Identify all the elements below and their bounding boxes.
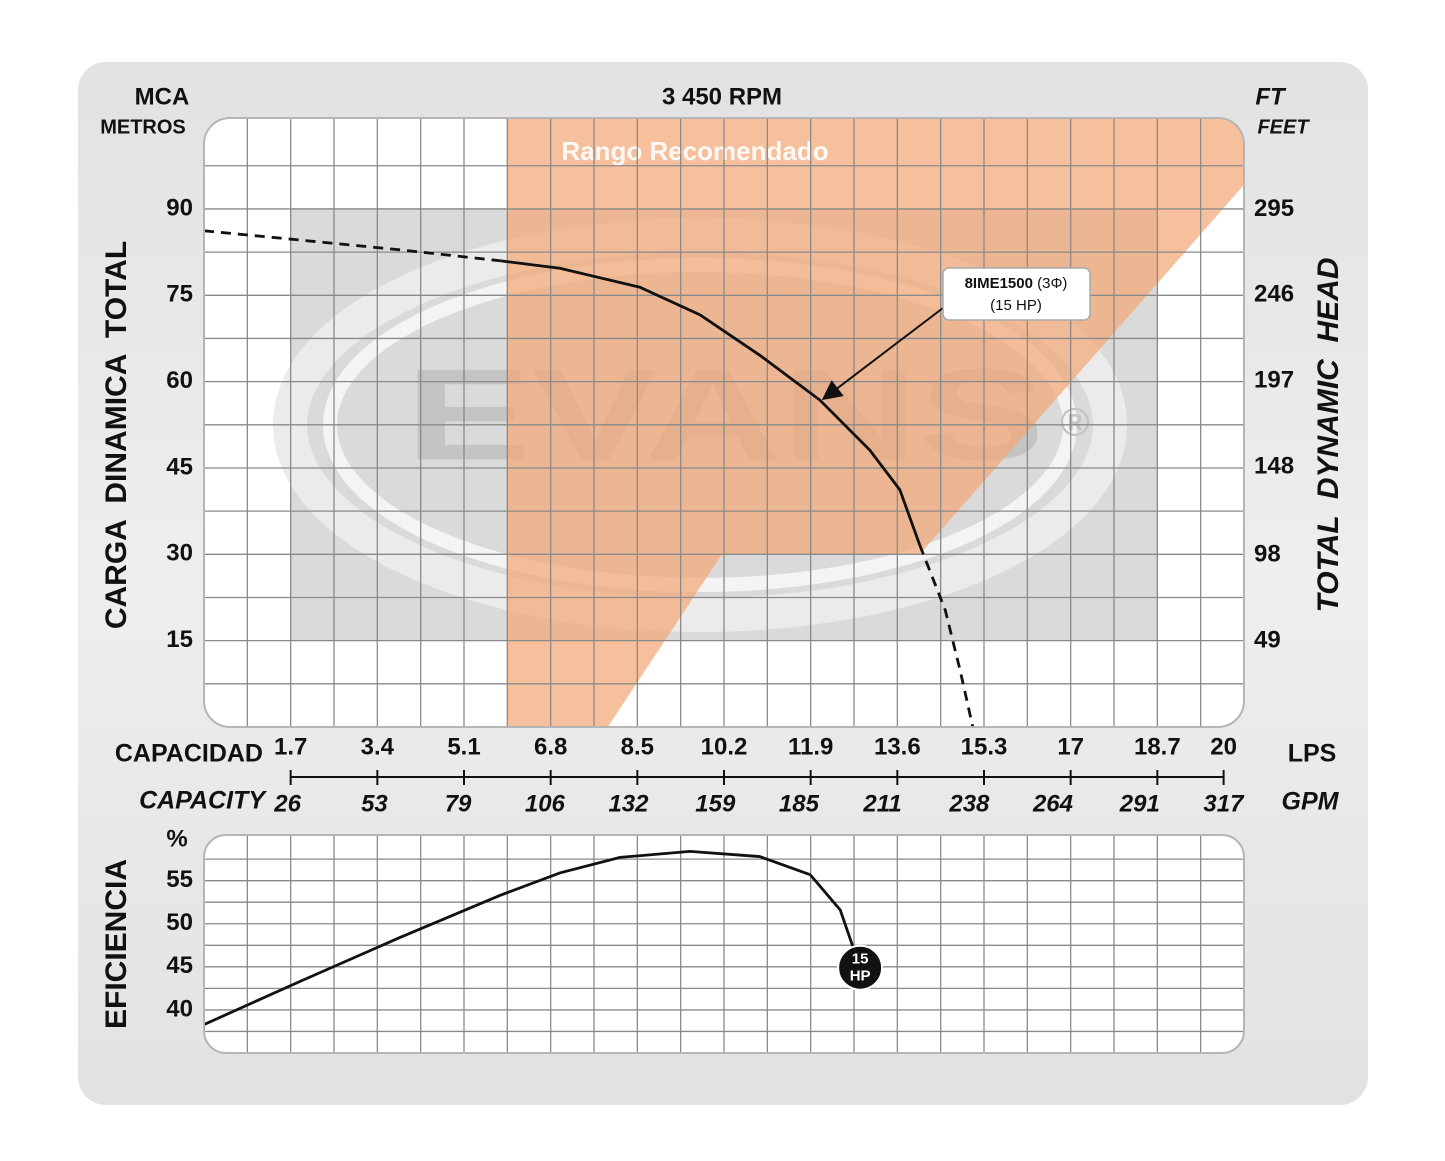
- x2-tick-label: 159: [695, 790, 736, 817]
- plot-border: [203, 117, 1245, 728]
- x-tick-label: 13.6: [874, 733, 921, 760]
- y-unit: %: [166, 825, 187, 852]
- chart-title: 3 450 RPM: [662, 83, 782, 110]
- watermark-mark: ®: [1060, 401, 1089, 445]
- y2-axis-label: TOTAL DYNAMIC HEAD: [1312, 257, 1345, 612]
- y2-unit: FT: [1255, 83, 1287, 110]
- annotation-box: [942, 267, 1091, 321]
- x-axis-label: CAPACIDAD: [115, 740, 263, 768]
- y-tick-label: 40: [166, 995, 193, 1022]
- x2-tick-label: 132: [608, 790, 649, 817]
- curve: [918, 544, 975, 727]
- x2-tick-label: 53: [361, 790, 388, 817]
- y2-tick-label: 246: [1254, 281, 1294, 308]
- annotation-text: 8IME1500 (3Φ): [965, 275, 1068, 292]
- x-tick-label: 3.4: [361, 733, 395, 760]
- y-unit: MCA: [135, 83, 190, 110]
- x2-tick-label: 79: [445, 790, 472, 817]
- y2-tick-label: 49: [1254, 626, 1281, 653]
- end-badge-label: 15: [852, 951, 869, 968]
- x2-tick-label: 238: [948, 790, 990, 817]
- y-axis-label: EFICIENCIA: [100, 859, 133, 1029]
- y-axis-label: CARGA DINAMICA TOTAL: [100, 241, 133, 629]
- y2-tick-label: 98: [1254, 540, 1281, 567]
- y-tick-label: 60: [166, 367, 193, 394]
- x-tick-label: 1.7: [274, 733, 307, 760]
- x-tick-label: 10.2: [701, 733, 748, 760]
- curve: [500, 259, 922, 546]
- y2-tick-label: 148: [1254, 453, 1294, 480]
- efficiency-plot: [204, 835, 1244, 1053]
- x-tick-label: 18.7: [1134, 733, 1181, 760]
- region-label: Rango Recomendado: [561, 136, 828, 166]
- x-tick-label: 17: [1057, 733, 1084, 760]
- plot-border: [203, 834, 1245, 1054]
- x-tick-label: 20: [1210, 733, 1237, 760]
- y-unit-sub: METROS: [100, 116, 186, 138]
- y2-tick-label: 197: [1254, 367, 1294, 394]
- x-tick-label: 5.1: [447, 733, 480, 760]
- x2-tick-label: 26: [273, 790, 301, 817]
- x2-tick-label: 185: [779, 790, 820, 817]
- end-badge: [837, 944, 884, 991]
- y-tick-label: 75: [166, 281, 193, 308]
- y-tick-label: 15: [166, 626, 193, 653]
- x-unit: LPS: [1288, 740, 1337, 768]
- x2-tick-label: 291: [1119, 790, 1160, 817]
- y-tick-label: 45: [166, 453, 193, 480]
- overlay: 15 30 45 60 75 90 49 98 148 197 246 295 1.7 3.4 5.1 6.8…: [166, 117, 1294, 1054]
- x-tick-label: 11.9: [788, 733, 833, 760]
- x-tick-label: 8.5: [621, 733, 654, 760]
- annotation-power: (15 HP): [990, 297, 1042, 314]
- y-tick-label: 90: [166, 194, 193, 221]
- y-tick-label: 50: [166, 909, 193, 936]
- annotation-model: 8IME1500: [965, 275, 1033, 292]
- curve: [204, 849, 862, 1026]
- x2-unit: GPM: [1282, 788, 1340, 816]
- y-tick-label: 55: [166, 866, 193, 893]
- x2-tick-label: 317: [1203, 790, 1245, 817]
- y-tick-label: 30: [166, 540, 193, 567]
- annotation-phase: (3Φ): [1037, 275, 1067, 292]
- annotation-arrow: [821, 307, 944, 401]
- x2-tick-label: 211: [862, 790, 901, 817]
- y2-unit-sub: FEET: [1257, 116, 1310, 138]
- x-tick-label: 15.3: [961, 733, 1008, 760]
- x2-tick-label: 106: [525, 790, 566, 817]
- head-plot: EVANS ® Rango Recomendado: [204, 118, 1244, 727]
- y-tick-label: 45: [166, 952, 193, 979]
- y2-tick-label: 295: [1254, 195, 1294, 222]
- curve: [204, 229, 501, 263]
- x-tick-label: 6.8: [534, 733, 567, 760]
- x2-axis-label: CAPACITY: [139, 787, 267, 815]
- end-badge-label: HP: [850, 968, 871, 985]
- x2-tick-label: 264: [1032, 790, 1073, 817]
